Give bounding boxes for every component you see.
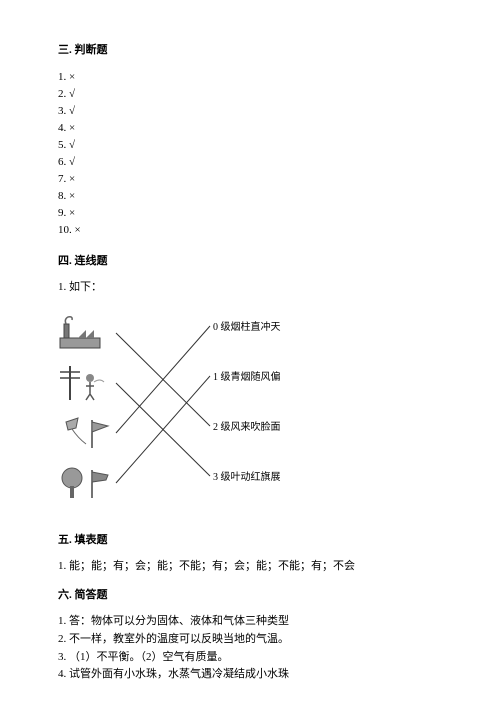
tree-flag-icon: [58, 464, 113, 502]
judge-item: 1. ×: [58, 69, 442, 86]
judge-item: 7. ×: [58, 171, 442, 188]
wind-level-label: 1 级青烟随风偏: [213, 370, 281, 385]
matching-diagram: 0 级烟柱直冲天 1 级青烟随风偏 2 级风来吹脸面 3 级叶动红旗展: [58, 306, 348, 516]
judge-item: 4. ×: [58, 120, 442, 137]
section-6-title: 六. 简答题: [58, 587, 442, 604]
wind-level-label: 3 级叶动红旗展: [213, 470, 281, 485]
short-answer-item: 3. （1）不平衡。（2）空气有质量。: [58, 649, 442, 667]
judge-item: 5. √: [58, 137, 442, 154]
short-answer-item: 2. 不一样，教室外的温度可以反映当地的气温。: [58, 631, 442, 649]
matching-intro: 1. 如下：: [58, 279, 442, 296]
judge-item: 9. ×: [58, 205, 442, 222]
wind-level-label: 2 级风来吹脸面: [213, 420, 281, 435]
section-4-title: 四. 连线题: [58, 253, 442, 270]
short-answer-item: 1. 答：物体可以分为固体、液体和气体三种类型: [58, 613, 442, 631]
section-5-title: 五. 填表题: [58, 532, 442, 549]
wind-level-label: 0 级烟柱直冲天: [213, 320, 281, 335]
fill-table-answer: 1. 能；能；有；会；能；不能；有；会；能；不能；有；不会: [58, 558, 442, 575]
judge-item: 3. √: [58, 103, 442, 120]
kite-flag-icon: [58, 414, 113, 452]
judge-item: 2. √: [58, 86, 442, 103]
short-answer-list: 1. 答：物体可以分为固体、液体和气体三种类型 2. 不一样，教室外的温度可以反…: [58, 613, 442, 683]
section-3-title: 三. 判断题: [58, 42, 442, 59]
judge-item: 10. ×: [58, 222, 442, 239]
judge-item: 6. √: [58, 154, 442, 171]
factory-icon: [58, 314, 113, 352]
judge-answer-list: 1. × 2. √ 3. √ 4. × 5. √ 6. √ 7. × 8. × …: [58, 69, 442, 239]
judge-item: 8. ×: [58, 188, 442, 205]
pole-girl-icon: [58, 364, 113, 402]
short-answer-item: 4. 试管外面有小水珠，水蒸气遇冷凝结成小水珠: [58, 666, 442, 684]
